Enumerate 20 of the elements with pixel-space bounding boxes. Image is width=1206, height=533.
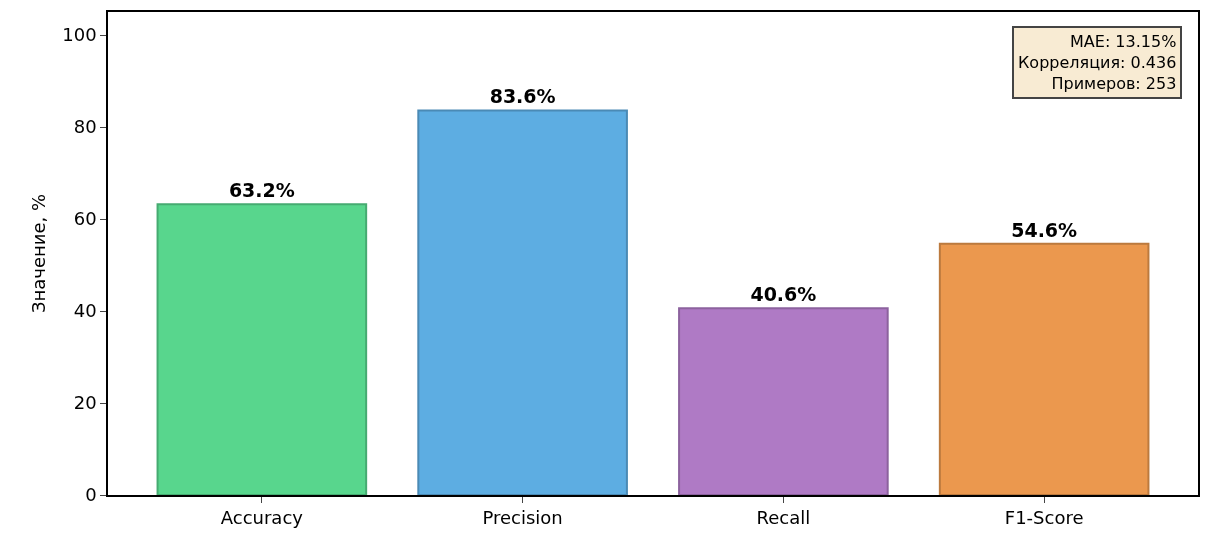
- bar: [938, 242, 1150, 495]
- y-tick-label: 20: [73, 392, 97, 414]
- bar: [678, 307, 889, 495]
- x-tick-label: Precision: [482, 507, 563, 529]
- data-label: 63.2%: [228, 179, 295, 202]
- y-tick-label: 80: [73, 116, 97, 138]
- data-label: 54.6%: [1011, 218, 1078, 241]
- bar: [156, 203, 368, 495]
- y-tick-label: 100: [62, 24, 97, 46]
- y-tick-label: 60: [73, 208, 97, 230]
- y-tick-label: 40: [73, 300, 97, 322]
- data-label: 40.6%: [750, 283, 817, 306]
- data-label: 83.6%: [489, 85, 556, 108]
- y-tick-label: 0: [85, 484, 97, 506]
- x-tick-label: Accuracy: [220, 507, 304, 529]
- y-axis-title: Значение, %: [27, 193, 49, 314]
- x-tick-label: Recall: [756, 507, 811, 529]
- x-tick-label: F1-Score: [1004, 507, 1084, 529]
- bar: [417, 109, 628, 495]
- annotation: MAE: 13.15% Корреляция: 0.436 Примеров: 253: [1018, 32, 1177, 93]
